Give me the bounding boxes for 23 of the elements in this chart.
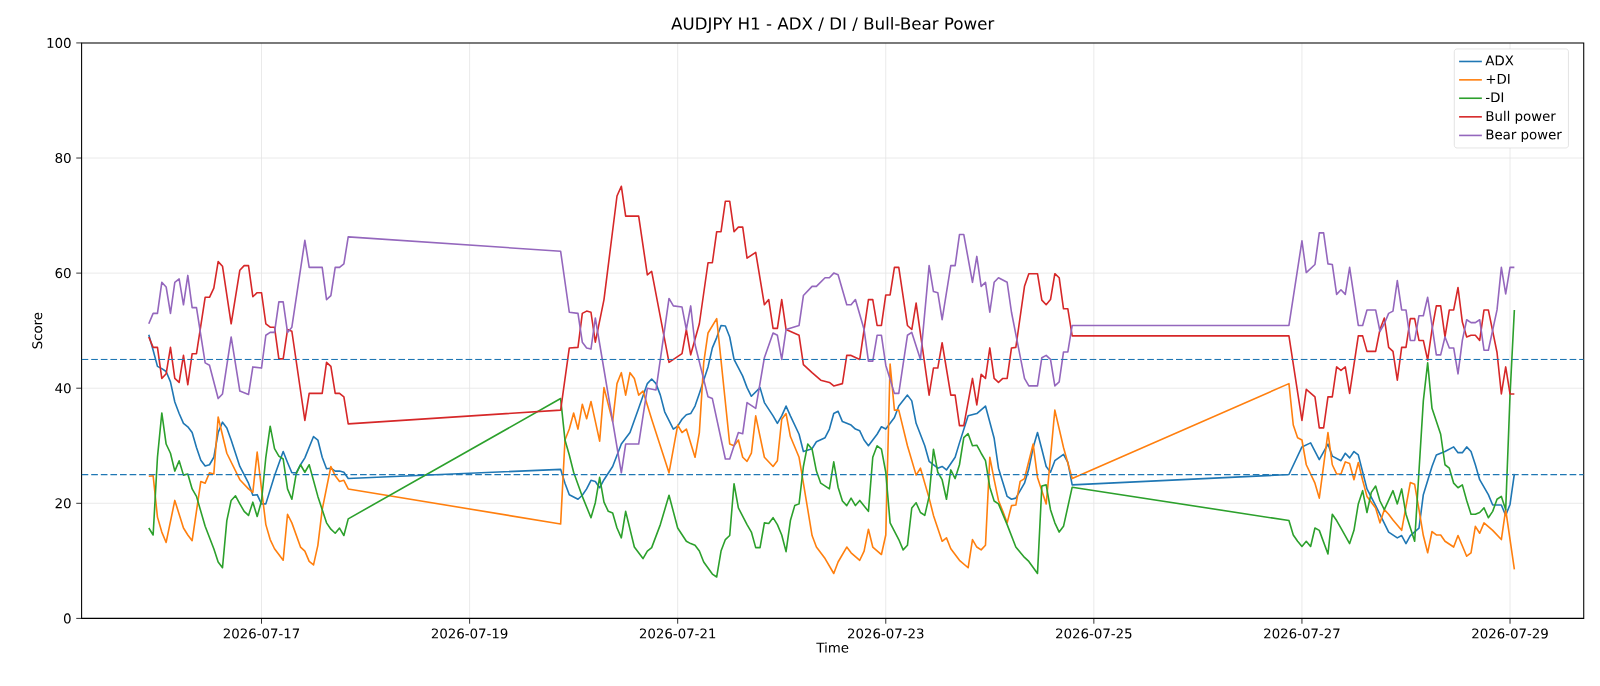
legend-label: +DI <box>1486 74 1510 84</box>
line-series <box>148 185 1516 429</box>
y-tick-label: 40 <box>55 383 71 394</box>
chart-title: AUDJPY H1 - ADX / DI / Bull-Bear Power <box>671 16 995 33</box>
x-tick-label: 2026-07-21 <box>639 628 716 639</box>
y-tick-label: 100 <box>47 37 71 48</box>
y-tick-label: 20 <box>55 498 71 509</box>
x-tick-label: 2026-07-19 <box>431 628 508 639</box>
x-tick-label: 2026-07-17 <box>223 628 300 639</box>
x-tick-label: 2026-07-23 <box>848 628 924 639</box>
y-tick-label: 60 <box>55 268 71 279</box>
x-tick-label: 2026-07-29 <box>1472 628 1548 639</box>
y-tick-label: 0 <box>63 613 71 624</box>
legend-label: -DI <box>1485 92 1504 103</box>
x-tick-label: 2026-07-25 <box>1056 628 1132 639</box>
legend-label: Bull power <box>1486 110 1556 124</box>
legend-label: Bear power <box>1486 129 1562 143</box>
x-tick-label: 2026-07-27 <box>1264 628 1340 639</box>
x-axis-title: Time <box>816 642 849 653</box>
legend-label: ADX <box>1485 55 1514 66</box>
y-axis-title: Score <box>32 312 43 349</box>
line-series <box>148 232 1516 474</box>
y-tick-label: 80 <box>55 152 71 164</box>
